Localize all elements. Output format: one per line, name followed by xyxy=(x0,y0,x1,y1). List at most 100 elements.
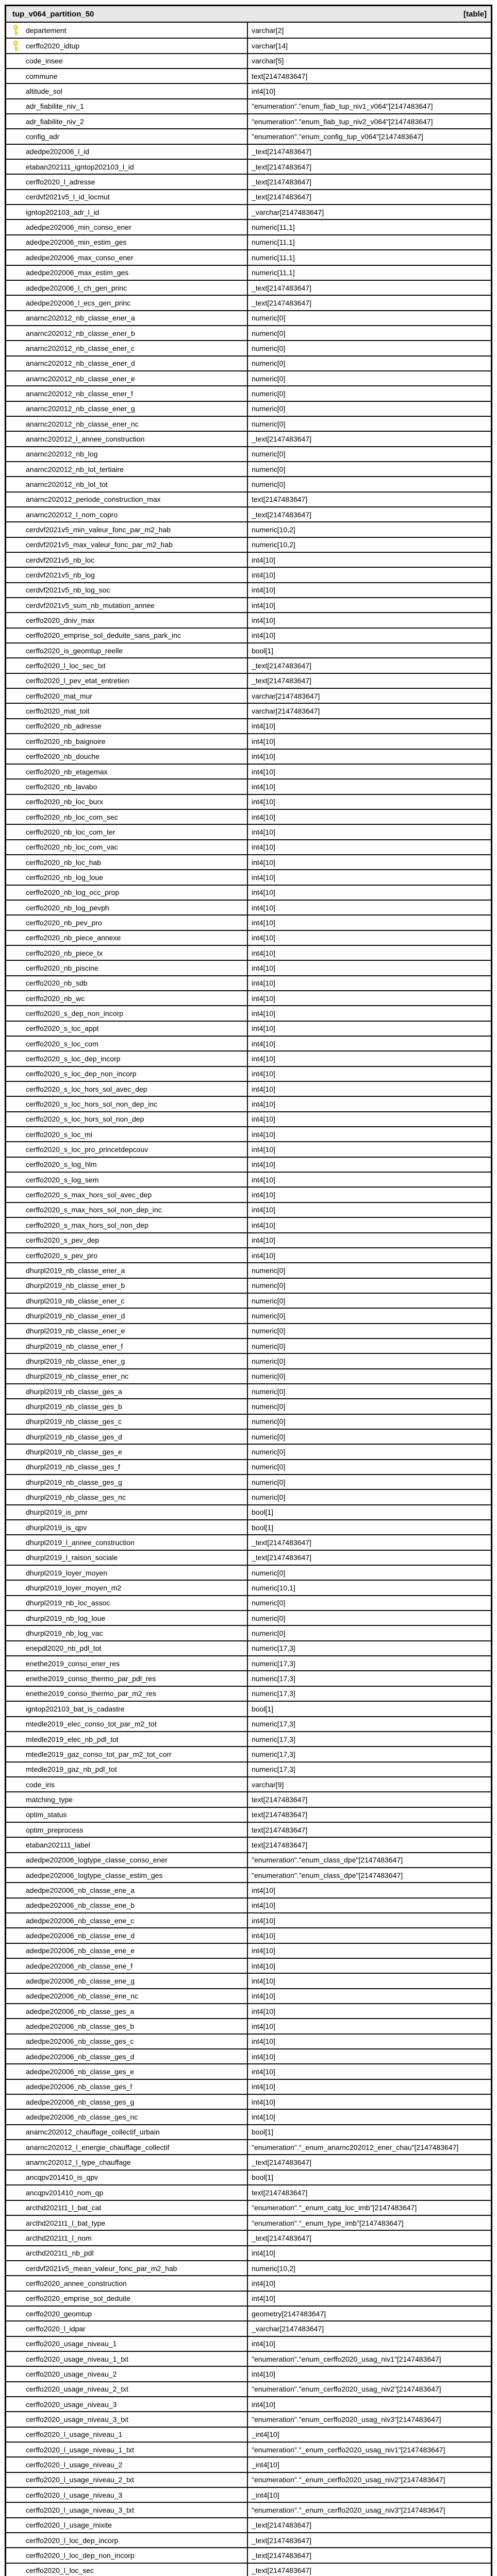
key-slot xyxy=(13,1492,19,1503)
column-type: numeric[0] xyxy=(247,1596,491,1611)
column-type: text[2147483647] xyxy=(247,1792,491,1807)
column-type: numeric[10,1] xyxy=(247,1581,491,1595)
key-slot xyxy=(13,1855,19,1866)
column-type: numeric[0] xyxy=(247,1475,491,1489)
table-row: cerffo2020_is_geomtup_reelle bool[1] xyxy=(6,642,491,658)
key-slot xyxy=(13,237,19,248)
table-row: arcthd2021t1_l_bat_cat "enumeration"."_e… xyxy=(6,2199,491,2215)
column-type: numeric[0] xyxy=(247,1293,491,1308)
column-type: int4[10] xyxy=(247,1928,491,1943)
column-name-cell: anarnc202012_chauffage_collectif_urbain xyxy=(6,2125,247,2139)
table-row: anarnc202012_nb_classe_ener_a numeric[0] xyxy=(6,310,491,325)
column-name-cell: dhurpl2019_nb_classe_ener_nc xyxy=(6,1369,247,1383)
column-name: anarnc202012_nb_classe_ener_d xyxy=(26,359,135,368)
key-slot xyxy=(13,1613,19,1623)
key-slot xyxy=(13,1598,19,1608)
column-type: "enumeration"."enum_cerffo2020_usag_niv1… xyxy=(247,2351,491,2366)
column-name: cerdvf2021v5_mean_valeur_fonc_par_m2_hab xyxy=(26,2264,177,2273)
column-name-cell: cerffo2020_nb_log_loue xyxy=(6,870,247,884)
table-row: cerdvf2021v5_nb_log int4[10] xyxy=(6,567,491,582)
column-name-cell: enepdl2020_nb_pdl_tot xyxy=(6,1641,247,1655)
table-row: adedpe202006_nb_classe_ene_d int4[10] xyxy=(6,1927,491,1943)
key-slot xyxy=(13,1976,19,1987)
table-row: arcthd2021t1_l_bat_type "enumeration"."_… xyxy=(6,2214,491,2230)
column-name-cell: cerffo2020_nb_log_pevph xyxy=(6,901,247,914)
column-name-cell: adedpe202006_min_conso_ener xyxy=(6,220,247,234)
column-type: text[2147483647] xyxy=(247,1807,491,1822)
table-row: cerffo2020_s_loc_dep_incorp int4[10] xyxy=(6,1050,491,1066)
column-type: int4[10] xyxy=(247,1037,491,1051)
column-type: varchar[2147483647] xyxy=(247,704,491,718)
column-name-cell: adedpe202006_l_id xyxy=(6,145,247,159)
column-name-cell: dhurpl2019_nb_classe_ges_nc xyxy=(6,1490,247,1504)
table-row: cerffo2020_nb_loc_burx int4[10] xyxy=(6,793,491,809)
table-row: adedpe202006_max_conso_ener numeric[11,1… xyxy=(6,249,491,265)
column-name: adedpe202006_nb_classe_ges_a xyxy=(26,2007,135,2015)
table-row: dhurpl2019_nb_classe_ener_f numeric[0] xyxy=(6,1337,491,1353)
table-row: cerffo2020_emprise_sol_deduite_sans_park… xyxy=(6,627,491,643)
column-type: varchar[2147483647] xyxy=(247,689,491,703)
table-row: adedpe202006_max_estim_ges numeric[11,1] xyxy=(6,264,491,280)
column-type: int4[10] xyxy=(247,1142,491,1157)
column-type: _text[2147483647] xyxy=(247,190,491,205)
column-type: "enumeration"."_enum_anarnc202012_ener_c… xyxy=(247,2140,491,2155)
column-name: igntop202103_bat_is_cadastre xyxy=(26,1704,125,1713)
column-name-cell: dhurpl2019_nb_classe_ges_b xyxy=(6,1399,247,1413)
column-name: cerffo2020_l_idpar xyxy=(26,2324,86,2333)
column-name: cerdvf2021v5_min_valeur_fonc_par_m2_hab xyxy=(26,526,171,534)
column-name-cell: adedpe202006_nb_classe_ene_g xyxy=(6,1974,247,1988)
column-name: adedpe202006_nb_classe_ges_f xyxy=(26,2082,132,2091)
column-type: numeric[0] xyxy=(247,416,491,431)
column-name-cell: dhurpl2019_nb_classe_ener_g xyxy=(6,1354,247,1368)
table-row: dhurpl2019_nb_classe_ges_g numeric[0] xyxy=(6,1474,491,1489)
column-name: dhurpl2019_nb_classe_ener_d xyxy=(26,1311,125,1320)
key-slot xyxy=(13,585,19,596)
key-slot xyxy=(13,1219,19,1230)
column-type: int4[10] xyxy=(247,2064,491,2079)
column-type: int4[10] xyxy=(247,764,491,779)
table-row: dhurpl2019_nb_classe_ener_nc numeric[0] xyxy=(6,1368,491,1383)
column-name-cell: dhurpl2019_nb_classe_ener_d xyxy=(6,1309,247,1323)
key-slot xyxy=(13,1250,19,1261)
key-slot xyxy=(13,2429,19,2440)
column-name: adedpe202006_nb_classe_ene_f xyxy=(26,1961,133,1970)
table-row: cerffo2020_nb_adresse int4[10] xyxy=(6,718,491,734)
column-type: numeric[0] xyxy=(247,326,491,341)
column-name-cell: cerffo2020_nb_loc_com_vac xyxy=(6,840,247,854)
table-row: cerffo2020_annee_construction int4[10] xyxy=(6,2275,491,2291)
table-row: cerffo2020_nb_log_loue int4[10] xyxy=(6,869,491,885)
key-slot xyxy=(13,1764,19,1775)
key-slot xyxy=(13,146,19,157)
column-name: cerffo2020_nb_log_loue xyxy=(26,873,103,882)
table-row: altitude_sol int4[10] xyxy=(6,83,491,98)
column-type: numeric[10,2] xyxy=(247,2261,491,2276)
column-name: cerffo2020_emprise_sol_deduite_sans_park… xyxy=(26,631,181,640)
column-name: dhurpl2019_nb_classe_ener_g xyxy=(26,1357,125,1365)
column-name: dhurpl2019_l_raison_sociale xyxy=(26,1553,118,1562)
key-slot xyxy=(13,2036,19,2047)
column-name: etaban202111_igntop202103_l_id xyxy=(26,162,134,171)
table-row: etaban202111_label text[2147483647] xyxy=(6,1837,491,1852)
column-type: numeric[0] xyxy=(247,401,491,416)
table-row: anarnc202012_chauffage_collectif_urbain … xyxy=(6,2124,491,2140)
table-row: dhurpl2019_nb_classe_ges_d numeric[0] xyxy=(6,1428,491,1444)
column-name: mtedle2019_gaz_nb_pdl_tot xyxy=(26,1765,117,1774)
key-slot xyxy=(13,1552,19,1563)
table-row: dhurpl2019_nb_log_loue numeric[0] xyxy=(6,1610,491,1625)
column-type: numeric[11,1] xyxy=(247,220,491,234)
column-name-cell: enethe2019_conso_thermo_par_m2_res xyxy=(6,1687,247,1701)
column-name: cerffo2020_usage_niveau_2_txt xyxy=(26,2385,129,2394)
column-type: varchar[2] xyxy=(247,23,491,38)
key-slot xyxy=(13,2202,19,2213)
column-name: enethe2019_conso_thermo_par_pdl_res xyxy=(26,1674,156,1683)
table-row: enethe2019_conso_thermo_par_pdl_res nume… xyxy=(6,1670,491,1686)
column-name-cell: cerffo2020_s_pev_dep xyxy=(6,1233,247,1247)
key-slot xyxy=(13,252,19,263)
table-row: cerffo2020_nb_loc_com_ter int4[10] xyxy=(6,824,491,839)
column-type: numeric[0] xyxy=(247,1278,491,1293)
column-type: numeric[0] xyxy=(247,477,491,492)
key-slot xyxy=(13,2535,19,2546)
table-row: cerffo2020_l_loc_dep_non_incorp _text[21… xyxy=(6,2547,491,2563)
column-name: cerffo2020_usage_niveau_1_txt xyxy=(26,2354,129,2363)
column-name-cell: cerffo2020_s_log_hlm xyxy=(6,1158,247,1172)
